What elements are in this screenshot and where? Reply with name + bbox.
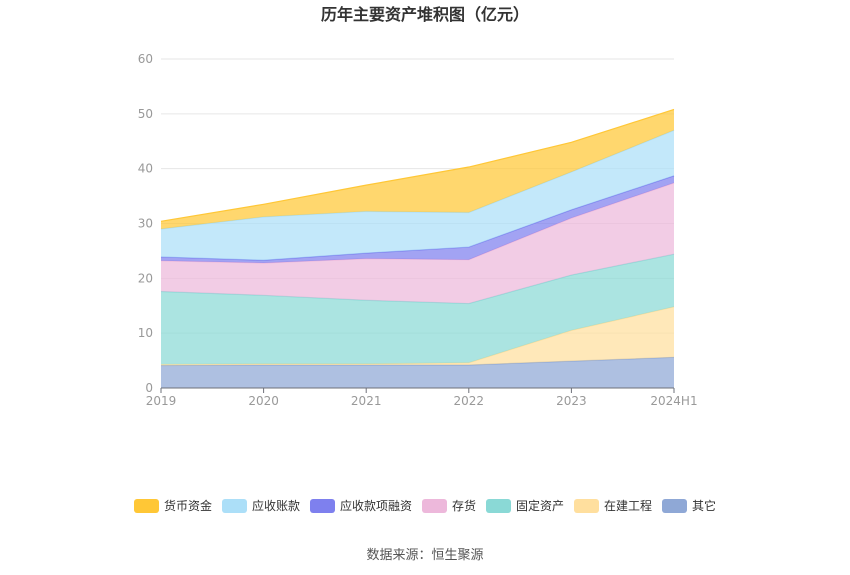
legend-item[interactable]: 在建工程 bbox=[574, 498, 652, 513]
legend-label: 在建工程 bbox=[604, 498, 652, 513]
area-series[interactable] bbox=[161, 182, 674, 304]
legend-item[interactable]: 应收账款 bbox=[221, 498, 300, 513]
legend: 货币资金 应收账款 应收款项融资 存货 固定资产 在建工程 其它 bbox=[133, 498, 716, 513]
area-series[interactable] bbox=[161, 109, 674, 229]
y-tick-label: 40 bbox=[138, 162, 153, 176]
y-tick-label: 50 bbox=[138, 107, 153, 121]
series-line bbox=[160, 108, 675, 222]
plot-areas bbox=[160, 108, 675, 388]
data-source-note: 数据来源：恒生聚源 bbox=[366, 548, 483, 563]
y-tick-label: 20 bbox=[138, 271, 153, 285]
legend-swatch bbox=[221, 499, 247, 513]
legend-label: 应收款项融资 bbox=[340, 498, 412, 513]
legend-swatch bbox=[662, 499, 688, 513]
area-series[interactable] bbox=[161, 306, 674, 366]
legend-label: 应收账款 bbox=[252, 498, 300, 513]
legend-item[interactable]: 固定资产 bbox=[486, 498, 564, 513]
legend-item[interactable]: 货币资金 bbox=[133, 498, 212, 513]
legend-label: 货币资金 bbox=[164, 498, 212, 513]
x-tick-label: 2022 bbox=[454, 394, 485, 408]
legend-swatch bbox=[309, 499, 335, 513]
x-tick-label: 2019 bbox=[146, 394, 177, 408]
legend-swatch bbox=[422, 499, 448, 513]
legend-swatch bbox=[574, 499, 600, 513]
y-tick-label: 10 bbox=[138, 326, 153, 340]
legend-swatch bbox=[486, 499, 512, 513]
x-tick-label: 2021 bbox=[351, 394, 382, 408]
x-tick-label: 2024H1 bbox=[650, 394, 697, 408]
area-series[interactable] bbox=[161, 130, 674, 261]
legend-swatch bbox=[133, 499, 159, 513]
legend-label: 固定资产 bbox=[516, 498, 564, 513]
chart-title: 历年主要资产堆积图（亿元） bbox=[321, 5, 529, 24]
area-series[interactable] bbox=[161, 254, 674, 365]
legend-label: 其它 bbox=[692, 498, 716, 513]
legend-label: 存货 bbox=[452, 498, 476, 513]
x-tick-label: 2023 bbox=[556, 394, 587, 408]
axes: 0 10 20 30 40 50 60 2019 2020 2021 2022 2023 2024H1 bbox=[138, 52, 698, 408]
y-tick-label: 30 bbox=[138, 217, 153, 231]
legend-item[interactable]: 应收款项融资 bbox=[309, 498, 412, 513]
legend-item[interactable]: 存货 bbox=[422, 498, 476, 513]
y-tick-label: 0 bbox=[145, 381, 153, 395]
y-tick-label: 60 bbox=[138, 52, 153, 66]
legend-item[interactable]: 其它 bbox=[662, 498, 716, 513]
x-tick-label: 2020 bbox=[248, 394, 279, 408]
